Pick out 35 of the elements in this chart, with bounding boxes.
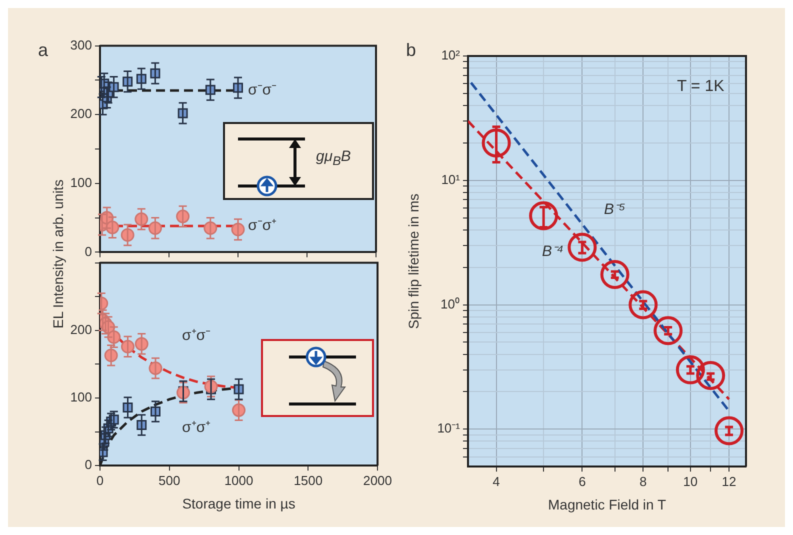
x-axis-title: Magnetic Field in T: [548, 496, 666, 512]
annotation: B⁻⁴: [542, 242, 564, 260]
y-tick-label: 100: [70, 174, 92, 190]
annotation: σ⁺σ⁻: [182, 326, 211, 344]
y-tick-label: 300: [70, 37, 92, 52]
y-tick-label: 200: [70, 106, 92, 122]
y-tick-label: 0: [84, 244, 92, 259]
y-tick-label: 10⁻¹: [437, 420, 461, 436]
annotation: σ⁻σ⁻: [248, 82, 277, 99]
x-tick-label: 0: [96, 472, 104, 488]
x-tick-label: 12: [722, 474, 736, 489]
y-tick-label: 10⁰: [440, 296, 460, 312]
x-tick-label: 6: [578, 474, 586, 489]
x-tick-label: 8: [640, 474, 647, 489]
y-tick-label: 10²: [441, 48, 461, 63]
x-tick-label: 1500: [294, 472, 323, 488]
x-tick-label: 4: [492, 474, 500, 489]
y-tick-label: 100: [70, 390, 92, 405]
y-tick-label: 200: [70, 322, 92, 337]
x-tick-label: 10: [683, 474, 698, 489]
y-tick-label: 10¹: [441, 172, 461, 187]
annotation: gμ$_{B}$B: [316, 148, 351, 168]
x-tick-label: 2000: [363, 472, 392, 488]
x-axis-title: Storage time in µs: [182, 495, 296, 512]
annotation: σ⁺σ⁺: [182, 418, 211, 436]
text: a: [38, 40, 48, 61]
text: b: [406, 40, 416, 61]
annotation: σ⁻σ⁺: [248, 217, 277, 234]
x-tick-label: 1000: [224, 472, 254, 488]
y-axis-title: Spin flip lifetime in ms: [405, 194, 422, 329]
annotation: B⁻⁵: [604, 200, 626, 218]
y-axis-title: EL Intensity in arb. units: [50, 178, 66, 330]
y-tick-label: 0: [84, 457, 92, 472]
x-tick-label: 500: [158, 472, 180, 488]
annotation: T = 1K: [677, 78, 724, 96]
